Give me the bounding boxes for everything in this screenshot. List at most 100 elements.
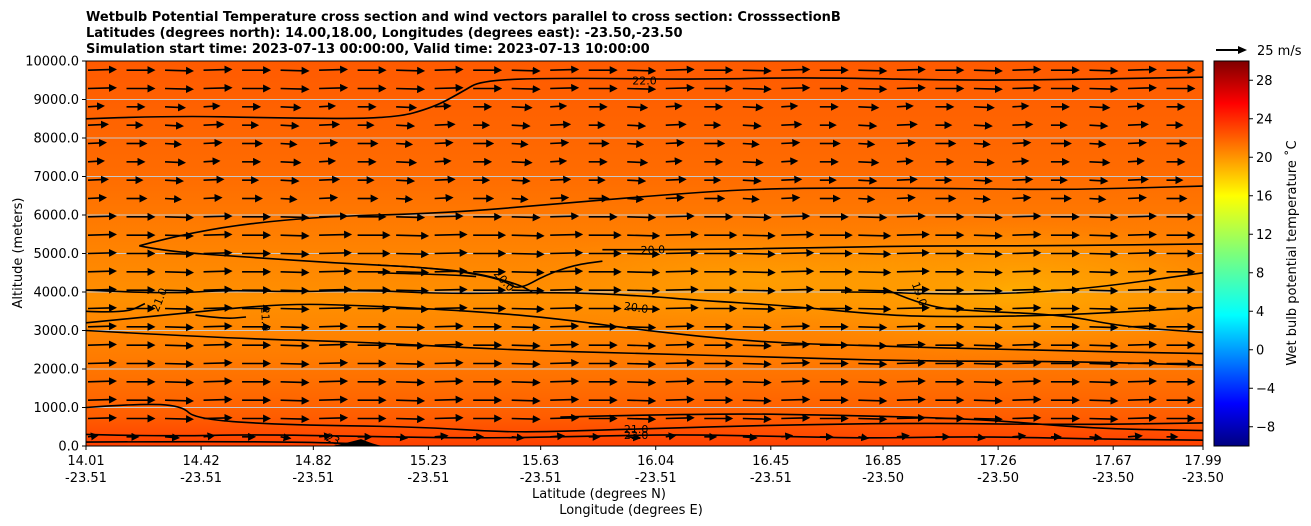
wind-vector xyxy=(550,120,572,129)
wind-vector xyxy=(280,433,292,442)
wind-vector xyxy=(1089,140,1107,149)
wind-vector xyxy=(434,83,464,92)
wind-vector xyxy=(1127,303,1157,312)
wind-vector xyxy=(896,120,918,129)
contour-label: 22.0 xyxy=(632,74,657,87)
x-tick-label-lat: 14.42 xyxy=(182,454,219,469)
wind-vector xyxy=(781,413,811,422)
wind-vector xyxy=(858,268,892,277)
wind-vector xyxy=(434,413,464,422)
wind-vector xyxy=(203,230,233,239)
wind-vector xyxy=(87,377,117,386)
wind-vector xyxy=(550,358,580,367)
wind-vector xyxy=(781,193,801,202)
wind-vector xyxy=(627,305,661,314)
wind-vector xyxy=(280,158,302,167)
y-tick-label: 7000.0 xyxy=(34,170,80,185)
wind-vector xyxy=(280,415,310,424)
wind-vector xyxy=(165,286,195,295)
wind-vector xyxy=(87,175,109,184)
wind-vector xyxy=(550,303,584,312)
wind-vector xyxy=(396,103,418,112)
wind-vector xyxy=(781,358,811,367)
wind-vector xyxy=(742,195,760,204)
wind-vector xyxy=(627,213,657,222)
x-tick-label-lon: -23.51 xyxy=(180,471,222,486)
colorbar-gradient xyxy=(1213,60,1250,447)
wind-vector xyxy=(203,65,233,74)
wind-vector xyxy=(781,175,803,184)
wind-vector xyxy=(742,341,772,350)
wind-vector xyxy=(1089,231,1119,240)
contour-line-20 xyxy=(377,260,603,288)
wind-vector xyxy=(1089,121,1109,130)
wind-vector xyxy=(165,323,195,332)
wind-vector xyxy=(165,85,195,94)
wind-vector xyxy=(627,286,661,295)
x-tick-label-lat: 17.99 xyxy=(1184,454,1221,469)
wind-vector xyxy=(627,158,649,167)
wind-vector xyxy=(203,83,233,92)
wind-vector xyxy=(665,358,695,367)
wind-vector xyxy=(511,396,541,405)
wind-vector xyxy=(858,195,876,204)
y-axis-label: Altitude (meters) xyxy=(11,198,26,309)
wind-vector xyxy=(434,102,452,111)
wind-vector xyxy=(1127,212,1157,221)
wind-vector xyxy=(319,175,341,184)
wind-vector xyxy=(434,340,464,349)
wind-vector xyxy=(280,378,310,387)
wind-vector xyxy=(1012,413,1042,422)
wind-vector xyxy=(858,103,880,112)
wind-vector xyxy=(511,103,533,112)
wind-vector xyxy=(319,377,349,386)
wind-vector xyxy=(858,378,888,387)
wind-vector xyxy=(434,120,456,129)
wind-vector xyxy=(1127,285,1157,294)
wind-vector xyxy=(87,212,117,221)
wind-vector xyxy=(280,121,300,130)
contour-line-23 xyxy=(86,440,364,445)
wind-vector xyxy=(896,212,926,221)
x-tick-label-lat: 16.45 xyxy=(752,454,789,469)
quiver-key-label: 25 m/s xyxy=(1257,44,1302,59)
y-tick-label: 0.0 xyxy=(58,440,79,455)
wind-vector xyxy=(973,250,1003,259)
chart-title-line-1: Wetbulb Potential Temperature cross sect… xyxy=(86,10,841,25)
wind-vector xyxy=(434,193,454,202)
wind-vector xyxy=(1089,66,1119,75)
wind-vector xyxy=(319,157,337,166)
wind-vector xyxy=(1127,120,1149,129)
contour-line-21 xyxy=(86,403,1203,433)
wind-vector xyxy=(1127,267,1157,276)
wind-vector xyxy=(627,140,645,149)
wind-vector xyxy=(627,360,657,369)
contour-label: 21.0 xyxy=(624,423,649,436)
wind-vector xyxy=(1012,83,1042,92)
wind-vector xyxy=(858,213,888,222)
colorbar-tick-label: 4 xyxy=(1256,305,1264,320)
wind-vector xyxy=(319,193,339,202)
wind-vector xyxy=(973,85,1003,94)
wind-vector xyxy=(434,175,456,184)
colorbar: −8 −4 0 4 8 12 16 20 24 28 Wet bulb potential tem… xyxy=(1213,60,1300,447)
wind-vector xyxy=(1012,193,1032,202)
wind-vector xyxy=(319,303,353,312)
wind-vector xyxy=(896,102,914,111)
wind-vector xyxy=(665,102,683,111)
wind-vector xyxy=(896,175,918,184)
wind-vector xyxy=(165,415,195,424)
wind-vector xyxy=(1089,323,1119,332)
x-axis-label-latitude: Latitude (degrees N) xyxy=(532,487,666,502)
colorbar-tick-label: 0 xyxy=(1256,343,1264,358)
wind-vector xyxy=(165,103,187,112)
wind-vector xyxy=(858,85,888,94)
wind-vector xyxy=(781,212,811,221)
x-tick-label-lat: 15.63 xyxy=(522,454,559,469)
wind-vector xyxy=(1127,377,1157,386)
wind-vector xyxy=(858,121,878,130)
wind-vector xyxy=(665,303,699,312)
wind-vector xyxy=(280,323,310,332)
wind-vector xyxy=(896,395,926,404)
contour-line-22 xyxy=(86,76,1203,120)
